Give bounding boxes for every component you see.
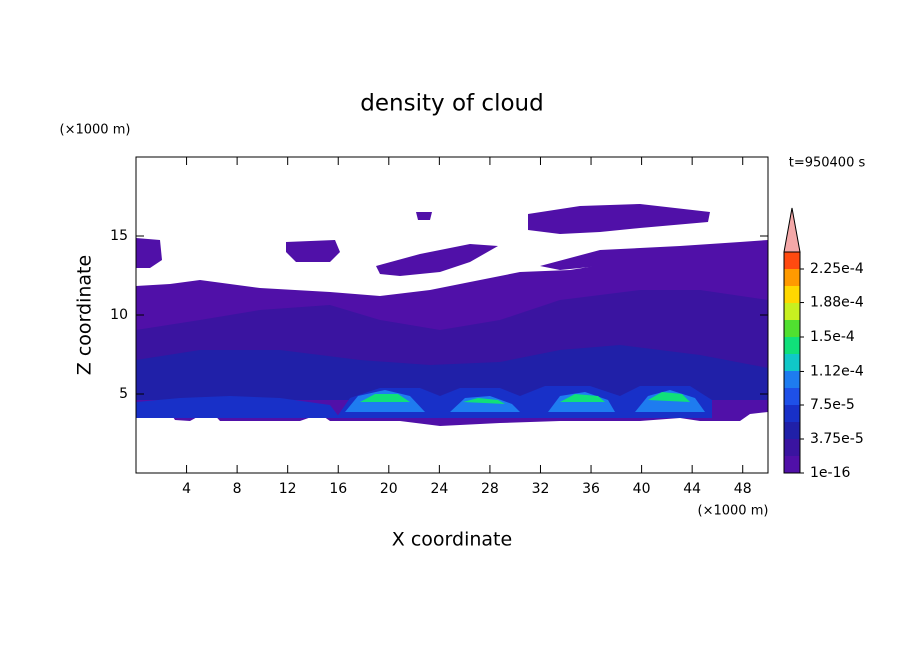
cloud-region <box>136 238 162 268</box>
colorbar-band <box>784 422 800 439</box>
y-tick-label: 5 <box>119 386 128 402</box>
x-tick-label: 20 <box>380 481 398 497</box>
cloud-layer <box>336 386 712 418</box>
colorbar-band <box>784 286 800 303</box>
colorbar-extend <box>783 207 801 253</box>
colorbar-tick-label: 1.5e-4 <box>810 329 855 345</box>
colorbar-tick-label: 3.75e-5 <box>810 431 864 447</box>
x-tick-label: 4 <box>182 481 191 497</box>
colorbar-band <box>784 439 800 456</box>
x-tick-label: 36 <box>582 481 600 497</box>
cloud-region <box>540 240 768 270</box>
x-tick-label: 44 <box>683 481 701 497</box>
colorbar-band <box>784 337 800 354</box>
colorbar-tick-label: 1.12e-4 <box>810 363 864 379</box>
colorbar-tick-label: 2.25e-4 <box>810 261 864 277</box>
gap <box>136 418 175 432</box>
contour-field <box>136 204 768 432</box>
x-tick-label: 48 <box>734 481 752 497</box>
x-tick-label: 28 <box>481 481 499 497</box>
colorbar-band <box>784 371 800 388</box>
cloud-layer <box>136 345 768 400</box>
colorbar-band <box>784 252 800 269</box>
colorbar-tick-label: 1.88e-4 <box>810 295 864 311</box>
colorbar-band <box>784 354 800 371</box>
colorbar-band <box>784 269 800 286</box>
time-label: t=950400 s <box>789 156 866 171</box>
x-axis-label: X coordinate <box>392 529 512 551</box>
x-tick-label: 12 <box>279 481 297 497</box>
cloud-layer <box>136 396 340 418</box>
cloud-core <box>345 390 705 412</box>
cloud-region <box>416 212 432 220</box>
cloud-region <box>286 240 340 262</box>
chart-title: density of cloud <box>360 91 543 117</box>
cloud-region <box>528 204 710 234</box>
y-unit: (×1000 m) <box>60 123 131 138</box>
y-tick-label: 15 <box>110 228 128 244</box>
cloud-region <box>376 244 498 276</box>
x-tick-label: 24 <box>430 481 448 497</box>
x-tick-label: 40 <box>633 481 651 497</box>
y-axis-label: Z coordinate <box>74 255 96 375</box>
x-tick-label: 32 <box>532 481 550 497</box>
y-tick-label: 10 <box>110 307 128 323</box>
x-tick-label: 8 <box>233 481 242 497</box>
colorbar-band <box>784 320 800 337</box>
colorbar-tick-label: 7.5e-5 <box>810 397 855 413</box>
colorbar-band <box>784 405 800 422</box>
x-tick-label: 16 <box>329 481 347 497</box>
colorbar-frame <box>783 251 801 474</box>
colorbar-band <box>784 456 800 473</box>
colorbar-tick-label: 1e-16 <box>810 465 850 481</box>
colorbar-band <box>784 388 800 405</box>
colorbar-band <box>784 303 800 320</box>
x-unit: (×1000 m) <box>698 504 769 519</box>
